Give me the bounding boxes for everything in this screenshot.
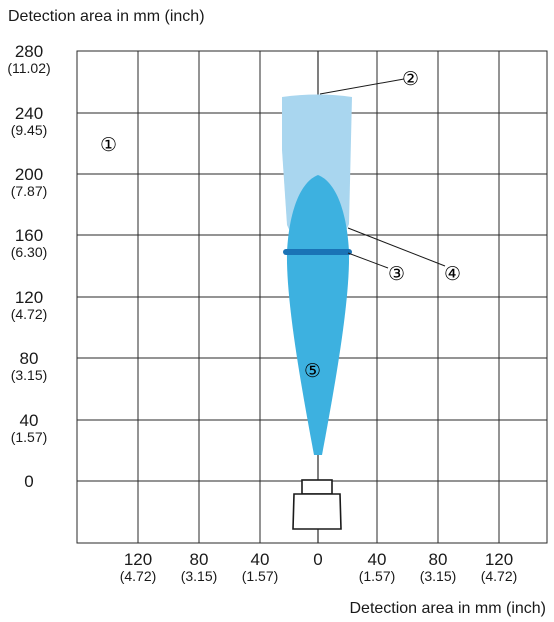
y-tick-0: 0 xyxy=(24,472,34,491)
callout-4: ④ xyxy=(444,263,461,285)
grid xyxy=(76,50,548,544)
x-tick-right-120: 120 (4.72) xyxy=(480,550,518,584)
y-tick-280: 280 (11.02) xyxy=(7,42,51,76)
x-tick-0: 0 xyxy=(313,550,323,569)
x-axis-title: Detection area in mm (inch) xyxy=(349,600,546,617)
callout-3-leader xyxy=(347,252,389,269)
detection-lobe xyxy=(286,175,350,455)
y-tick-80: 80 (3.15) xyxy=(10,349,48,383)
y-tick-240: 240 (9.45) xyxy=(10,104,48,138)
y-tick-120: 120 (4.72) xyxy=(10,288,48,322)
y-tick-40: 40 (1.57) xyxy=(10,411,48,445)
x-tick-left-120: 120 (4.72) xyxy=(119,550,157,584)
sensor-icon xyxy=(292,479,342,530)
callout-1: ① xyxy=(100,134,117,156)
x-tick-left-80: 80 (3.15) xyxy=(180,550,218,584)
y-axis-title: Detection area in mm (inch) xyxy=(8,8,205,25)
x-tick-left-40: 40 (1.57) xyxy=(241,550,279,584)
y-tick-200: 200 (7.87) xyxy=(10,165,48,199)
x-tick-right-40: 40 (1.57) xyxy=(358,550,396,584)
x-tick-right-80: 80 (3.15) xyxy=(419,550,457,584)
callout-4-leader xyxy=(347,227,446,267)
callout-2: ② xyxy=(402,68,419,90)
callout-5: ⑤ xyxy=(304,360,321,382)
y-tick-160: 160 (6.30) xyxy=(10,226,48,260)
callout-2-leader xyxy=(319,78,405,95)
callout-3: ③ xyxy=(388,263,405,285)
